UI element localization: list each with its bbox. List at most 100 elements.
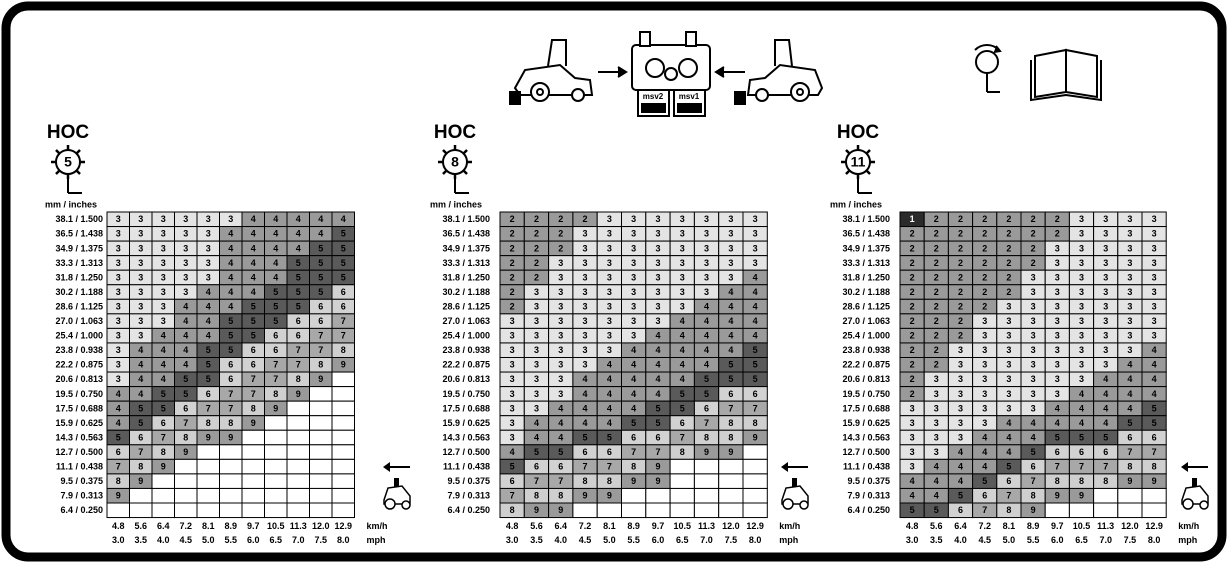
cell-value: 5	[910, 505, 915, 515]
cell-value: 8	[273, 389, 278, 399]
mph-label: 8.0	[1148, 535, 1161, 545]
cell	[264, 415, 288, 431]
cell-value: 3	[910, 418, 915, 428]
cell-value: 3	[1079, 243, 1084, 253]
cell-value: 7	[680, 432, 685, 442]
cell-value: 1	[910, 214, 915, 224]
cell-value: 5	[1006, 462, 1011, 472]
cell-value: 4	[1031, 432, 1036, 442]
cell-value: 3	[1152, 258, 1157, 268]
row-label: 11.1 / 0.438	[56, 462, 103, 472]
cell-value: 4	[1127, 389, 1132, 399]
row-label: 7.9 / 0.313	[847, 491, 890, 501]
cell-value: 4	[251, 272, 256, 282]
cell-value: 5	[273, 301, 278, 311]
tractor-seat	[1192, 478, 1197, 487]
cell	[174, 473, 198, 489]
hoc-title: HOC	[434, 122, 477, 143]
cell-value: 3	[1006, 331, 1011, 341]
cell-value: 4	[583, 403, 588, 413]
cell-value: 3	[728, 258, 733, 268]
hoc-number: 5	[64, 154, 72, 170]
cell-value: 8	[631, 462, 636, 472]
kmh-label: 8.9	[224, 521, 237, 531]
cell-value: 3	[1055, 389, 1060, 399]
row-label: 38.1 / 1.500	[842, 214, 890, 224]
cell	[174, 487, 198, 504]
row-label: 19.5 / 0.750	[442, 389, 490, 399]
cell-value: 5	[206, 360, 211, 370]
kmh-label: 6.4	[554, 521, 567, 531]
cell-value: 4	[228, 272, 233, 282]
cell-value: 2	[958, 316, 963, 326]
cell	[742, 487, 768, 504]
cell-value: 9	[206, 432, 211, 442]
cell-value: 8	[583, 476, 588, 486]
cell-value: 2	[1006, 287, 1011, 297]
cell-value: 5	[183, 389, 188, 399]
row-label: 6.4 / 0.250	[60, 505, 103, 515]
cell	[669, 473, 695, 489]
cell-value: 3	[1006, 374, 1011, 384]
gear-tooth	[75, 169, 81, 175]
mph-label: 6.5	[1075, 535, 1088, 545]
cell	[331, 386, 355, 402]
row-label: 12.7 / 0.500	[55, 447, 103, 457]
cell-value: 3	[534, 331, 539, 341]
cell-value: 9	[704, 447, 709, 457]
cell-value: 3	[631, 316, 636, 326]
cell-value: 3	[534, 301, 539, 311]
cell-value: 6	[341, 301, 346, 311]
cell-value: 3	[680, 229, 685, 239]
row-label: 27.0 / 1.063	[842, 316, 890, 326]
cell-value: 4	[206, 287, 211, 297]
row-label: 12.7 / 0.500	[842, 447, 890, 457]
cell-value: 2	[934, 272, 939, 282]
cell-value: 5	[934, 505, 939, 515]
cell-value: 4	[558, 418, 563, 428]
cell-value: 9	[631, 476, 636, 486]
gear-tooth	[865, 169, 871, 175]
cell-value: 4	[161, 331, 166, 341]
cell-value: 4	[934, 476, 939, 486]
cell-value: 3	[655, 316, 660, 326]
cell-value: 2	[1031, 258, 1036, 268]
cell-value: 5	[296, 272, 301, 282]
cell-value: 3	[116, 374, 121, 384]
cell-value: 4	[510, 447, 515, 457]
cell-value: 2	[910, 389, 915, 399]
cell-value: 4	[982, 432, 987, 442]
cell-value: 5	[753, 345, 758, 355]
cell-value: 6	[273, 331, 278, 341]
mph-label: 4.5	[978, 535, 991, 545]
cell	[309, 487, 333, 504]
cell-value: 3	[1152, 287, 1157, 297]
cell-value: 4	[728, 301, 733, 311]
cell-value: 3	[958, 432, 963, 442]
cell-value: 4	[228, 258, 233, 268]
cell-value: 3	[753, 214, 758, 224]
cell-value: 5	[296, 287, 301, 297]
row-label: 33.3 / 1.313	[842, 258, 890, 268]
cell-value: 3	[934, 418, 939, 428]
cell-value: 7	[183, 418, 188, 428]
cell-value: 5	[583, 432, 588, 442]
cell	[219, 458, 243, 475]
cell	[1093, 487, 1119, 504]
cell-value: 4	[958, 447, 963, 457]
cell	[241, 502, 265, 519]
cell-value: 6	[228, 360, 233, 370]
cell-value: 3	[607, 258, 612, 268]
cell-value: 6	[558, 462, 563, 472]
cell-value: 2	[958, 301, 963, 311]
mph-unit: mph	[1178, 535, 1197, 545]
cell-value: 4	[1127, 374, 1132, 384]
cell-value: 3	[607, 301, 612, 311]
cell-value: 8	[728, 418, 733, 428]
cell-value: 9	[228, 432, 233, 442]
cell	[286, 400, 310, 417]
cell-value: 3	[1079, 331, 1084, 341]
row-label: 7.9 / 0.313	[447, 491, 490, 501]
cell-value: 3	[1127, 345, 1132, 355]
tractor-wheel	[799, 500, 809, 510]
